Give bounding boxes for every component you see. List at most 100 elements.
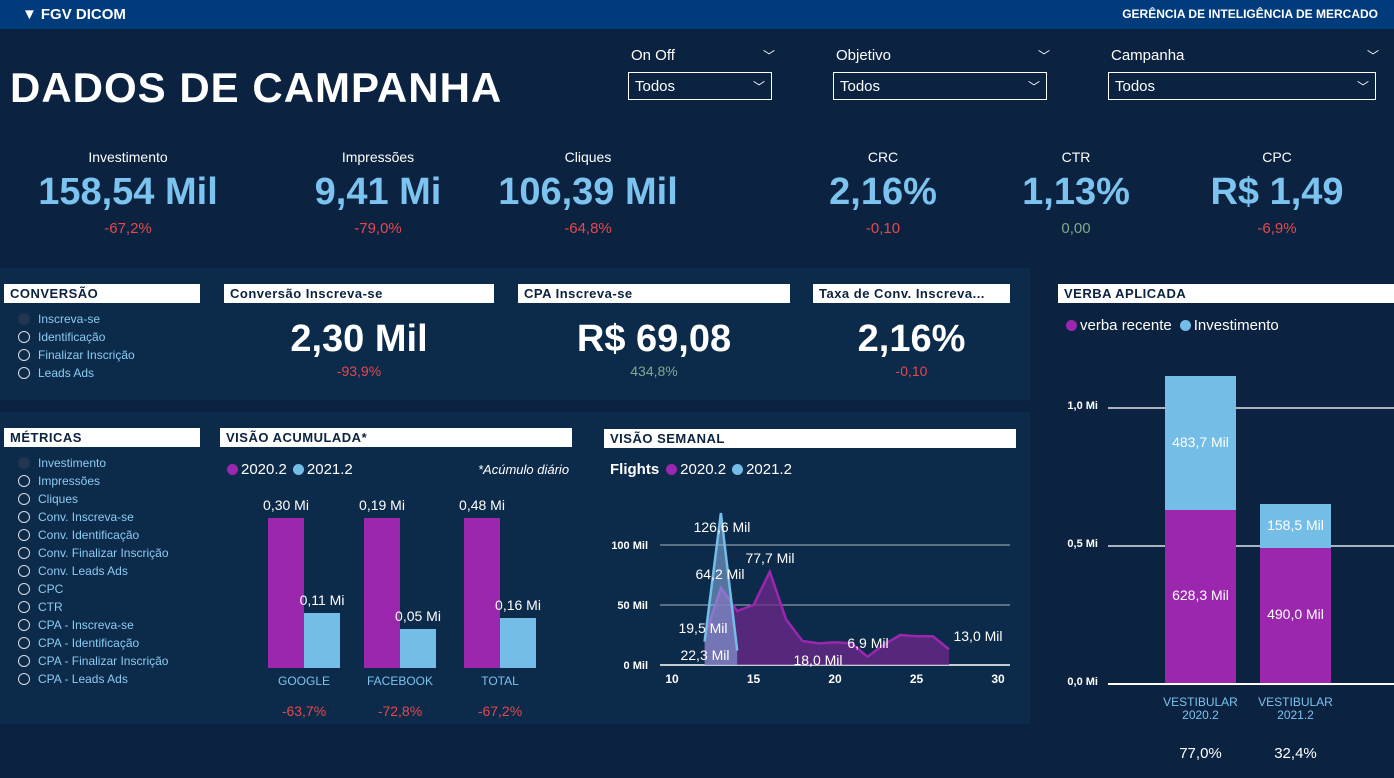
radio-option[interactable]: CTR bbox=[0, 598, 195, 616]
radio-option[interactable]: CPA - Finalizar Inscrição bbox=[0, 652, 195, 670]
radio-button[interactable] bbox=[18, 673, 30, 685]
y-tick-label: 0 Mil bbox=[624, 660, 648, 672]
category-label: GOOGLE bbox=[277, 674, 330, 688]
x-tick-label: 30 bbox=[991, 672, 1005, 686]
radio-option[interactable]: Identificação bbox=[0, 328, 195, 346]
bar-google-2020.2 bbox=[268, 518, 304, 668]
bar-total-2021.2 bbox=[500, 618, 536, 668]
bar-facebook-2020.2 bbox=[364, 518, 400, 668]
radio-button[interactable] bbox=[18, 619, 30, 631]
radio-button[interactable] bbox=[18, 367, 30, 379]
radio-button[interactable] bbox=[18, 565, 30, 577]
chevron-down-icon[interactable]: ﹀ bbox=[1366, 49, 1379, 63]
kpi-value: 9,41 Mi bbox=[314, 171, 442, 213]
radio-option[interactable]: Conv. Leads Ads bbox=[0, 562, 195, 580]
bar-total-2020.2 bbox=[464, 518, 500, 668]
category-label: VESTIBULAR 2021.2 bbox=[1258, 695, 1333, 722]
verba-legend: verba recente Investimento bbox=[1066, 317, 1279, 334]
bar-label: 158,5 Mil bbox=[1267, 516, 1324, 533]
radio-option[interactable]: Cliques bbox=[0, 490, 195, 508]
metricas-list: Investimento Impressões Cliques Conv. Inscr… bbox=[0, 454, 195, 688]
radio-label: Finalizar Inscrição bbox=[38, 348, 135, 362]
bar-verba-recente bbox=[1260, 547, 1331, 683]
bar-label: 483,7 Mil bbox=[1172, 433, 1229, 450]
radio-button[interactable] bbox=[18, 493, 30, 505]
weekly-chart-title: VISÃO SEMANAL bbox=[604, 429, 1016, 448]
radio-option[interactable]: Finalizar Inscrição bbox=[0, 346, 195, 364]
radio-option[interactable]: Investimento bbox=[0, 454, 195, 472]
accumulated-note: *Acúmulo diário bbox=[478, 462, 570, 477]
radio-option[interactable]: Conv. Finalizar Inscrição bbox=[0, 544, 195, 562]
kpi-label: CTR bbox=[1061, 149, 1091, 165]
radio-option[interactable]: CPA - Leads Ads bbox=[0, 670, 195, 688]
data-label: 64,2 Mil bbox=[695, 566, 744, 582]
kpi-value: 106,39 Mil bbox=[498, 171, 678, 213]
bar-Investimento bbox=[1260, 504, 1331, 548]
chevron-down-icon[interactable]: ﹀ bbox=[762, 49, 775, 63]
kpi-value: 2,16% bbox=[829, 171, 937, 213]
legend-2020: 2020.2 bbox=[680, 461, 727, 478]
kpi-label: Investimento bbox=[88, 149, 168, 165]
gridline bbox=[1108, 545, 1394, 547]
radio-button[interactable] bbox=[18, 547, 30, 559]
card-title: Taxa de Conv. Inscreva... bbox=[813, 284, 1010, 303]
card-value: 2,16% bbox=[857, 318, 966, 360]
radio-button[interactable] bbox=[18, 583, 30, 595]
filter-select-1[interactable]: Todos ﹀ bbox=[833, 72, 1047, 100]
radio-option[interactable]: CPC bbox=[0, 580, 195, 598]
conversao-header: CONVERSÃO bbox=[4, 284, 200, 303]
kpi-label: Cliques bbox=[564, 149, 612, 165]
data-label: 126,6 Mil bbox=[694, 519, 751, 535]
radio-button[interactable] bbox=[18, 313, 30, 325]
radio-label: Investimento bbox=[38, 456, 107, 470]
y-tick-label: 50 Mil bbox=[617, 600, 648, 612]
filter-select-2[interactable]: Todos ﹀ bbox=[1108, 72, 1376, 100]
radio-button[interactable] bbox=[18, 457, 30, 469]
kpi-cliques: Cliques 106,39 Mil -64,8% bbox=[478, 149, 698, 237]
change-label: -67,2% bbox=[477, 703, 523, 719]
radio-button[interactable] bbox=[18, 475, 30, 487]
data-label: 6,9 Mil bbox=[847, 635, 888, 651]
y-tick-label: 100 Mil bbox=[611, 540, 648, 552]
card-value: R$ 69,08 bbox=[576, 318, 732, 360]
radio-label: Leads Ads bbox=[38, 366, 95, 380]
filter-value: Todos bbox=[635, 78, 676, 95]
chevron-down-icon[interactable]: ﹀ bbox=[1037, 49, 1050, 63]
radio-button[interactable] bbox=[18, 529, 30, 541]
bar-label: 490,0 Mil bbox=[1267, 606, 1324, 623]
area-2020.2 bbox=[704, 571, 950, 665]
kpi-label: CRC bbox=[867, 149, 899, 165]
radio-button[interactable] bbox=[18, 349, 30, 361]
radio-option[interactable]: Leads Ads bbox=[0, 364, 195, 382]
radio-option[interactable]: Conv. Identificação bbox=[0, 526, 195, 544]
radio-option[interactable]: CPA - Identificação bbox=[0, 634, 195, 652]
y-tick-label: 1,0 Mi bbox=[1067, 400, 1098, 412]
filter-label-text: Campanha bbox=[1111, 47, 1185, 64]
kpi-impressões: Impressões 9,41 Mi -79,0% bbox=[268, 149, 488, 237]
radio-option[interactable]: Inscreva-se bbox=[0, 310, 195, 328]
radio-option[interactable]: CPA - Inscreva-se bbox=[0, 616, 195, 634]
filter-label-text: On Off bbox=[631, 47, 675, 64]
radio-button[interactable] bbox=[18, 655, 30, 667]
filter-select-0[interactable]: Todos ﹀ bbox=[628, 72, 772, 100]
radio-option[interactable]: Impressões bbox=[0, 472, 195, 490]
x-tick-label: 20 bbox=[828, 672, 842, 686]
filter-label-1: Objetivo ﹀ bbox=[836, 47, 1050, 64]
legend-dot-2021 bbox=[732, 464, 744, 475]
radio-label: CPA - Inscreva-se bbox=[38, 618, 134, 632]
accumulated-legend: 2020.2 2021.2 bbox=[227, 461, 353, 478]
kpi-delta: -0,10 bbox=[865, 220, 901, 237]
kpi-delta: -67,2% bbox=[104, 220, 152, 237]
radio-button[interactable] bbox=[18, 637, 30, 649]
kpi-crc: CRC 2,16% -0,10 bbox=[773, 149, 993, 237]
category-label: VESTIBULAR 2020.2 bbox=[1163, 695, 1238, 722]
radio-button[interactable] bbox=[18, 331, 30, 343]
radio-option[interactable]: Conv. Inscreva-se bbox=[0, 508, 195, 526]
y-tick-label: 0,0 Mi bbox=[1067, 676, 1098, 688]
radio-button[interactable] bbox=[18, 511, 30, 523]
accumulated-chart-title: VISÃO ACUMULADA* bbox=[220, 428, 572, 447]
radio-button[interactable] bbox=[18, 601, 30, 613]
legend-dot-verba bbox=[1066, 320, 1077, 331]
data-label: 18,0 Mil bbox=[793, 652, 842, 668]
